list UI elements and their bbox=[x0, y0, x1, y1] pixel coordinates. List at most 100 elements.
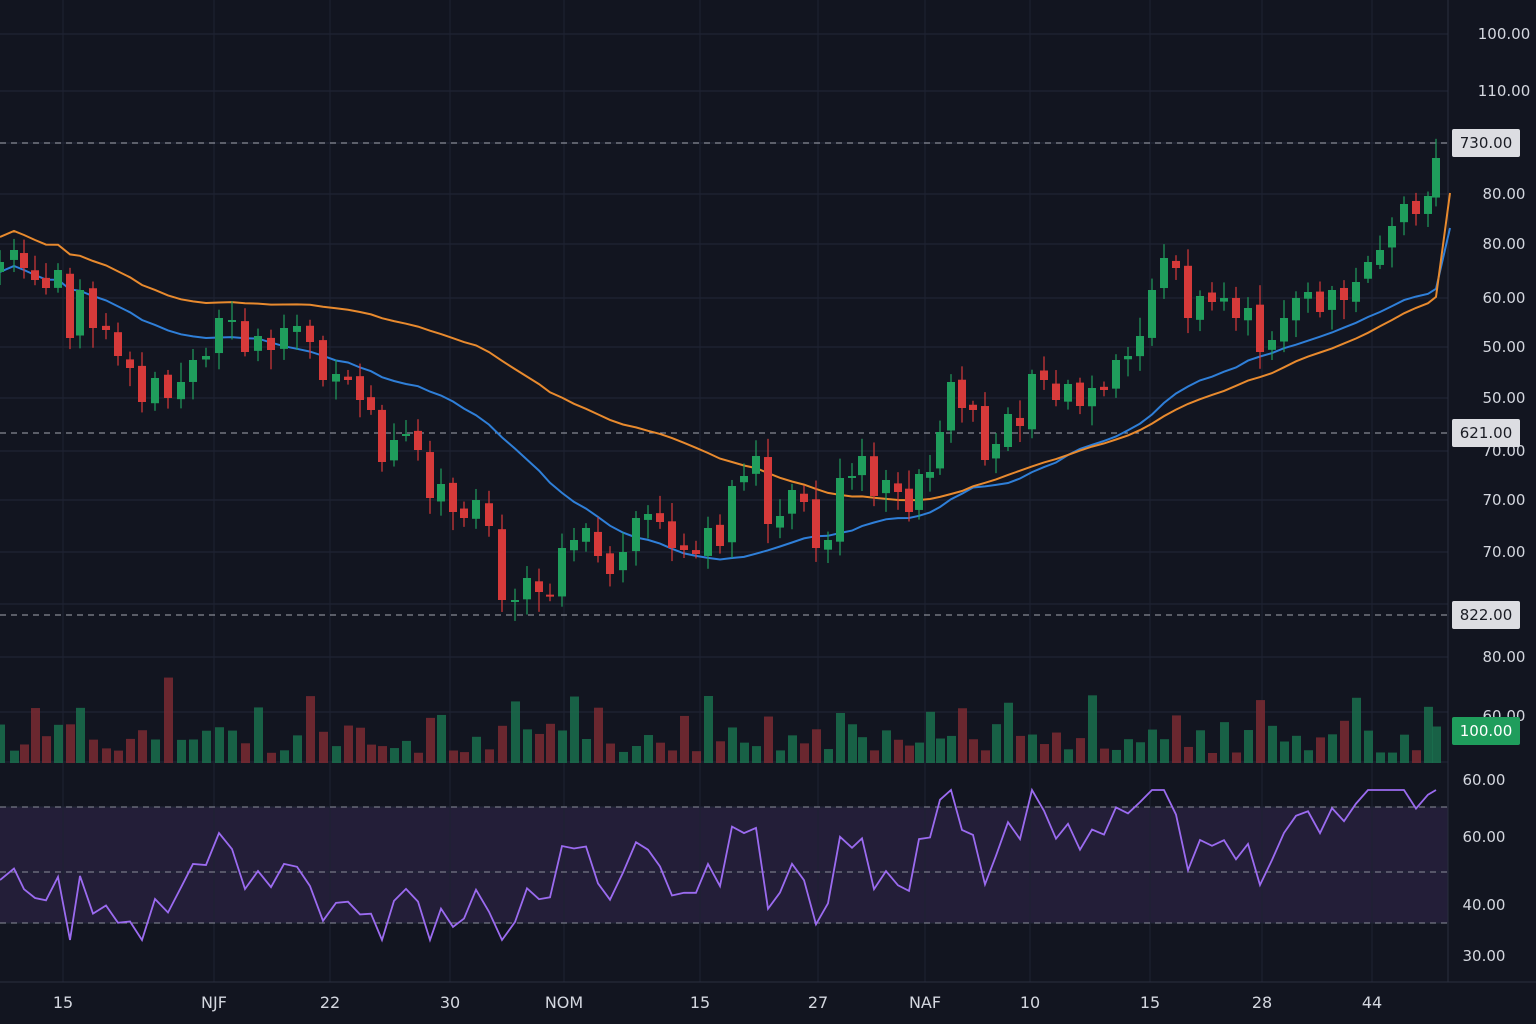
volume-bar-57 bbox=[692, 751, 701, 763]
candle-body-32 bbox=[390, 440, 398, 461]
volume-bar-91 bbox=[1088, 695, 1097, 763]
volume-bar-63 bbox=[764, 716, 773, 763]
candle-body-77 bbox=[926, 472, 934, 478]
candle-body-16 bbox=[189, 360, 197, 382]
volume-bar-49 bbox=[594, 707, 603, 763]
candle-body-47 bbox=[570, 540, 578, 551]
time-label-0: 15 bbox=[53, 993, 73, 1012]
volume-bar-28 bbox=[344, 725, 353, 763]
volume-bar-40 bbox=[485, 749, 494, 763]
candle-body-14 bbox=[164, 374, 172, 398]
volume-bar-8 bbox=[89, 739, 98, 763]
volume-bar-66 bbox=[800, 743, 809, 763]
candle-body-84 bbox=[1004, 414, 1012, 447]
candle-body-92 bbox=[1100, 386, 1108, 390]
time-axis: 15 NJF 22 30 NOM 15 27 NAF 10 15 28 44 bbox=[53, 993, 1382, 1012]
candle-body-48 bbox=[582, 528, 590, 542]
candle-body-37 bbox=[449, 482, 457, 512]
volume-bar-46 bbox=[558, 730, 567, 763]
candle-body-57 bbox=[692, 550, 700, 554]
volume-bar-86 bbox=[1028, 734, 1037, 763]
candle-body-11 bbox=[126, 359, 134, 368]
volume-bar-51 bbox=[619, 751, 628, 763]
candle-body-106 bbox=[1268, 340, 1276, 350]
candle-body-75 bbox=[905, 488, 913, 512]
candle-body-10 bbox=[114, 332, 122, 356]
candle-body-42 bbox=[511, 600, 519, 602]
volume-bar-68 bbox=[824, 749, 833, 763]
volume-bar-98 bbox=[1172, 715, 1181, 763]
time-label-2: 22 bbox=[320, 993, 340, 1012]
candle-body-72 bbox=[870, 456, 878, 496]
volume-bar-19 bbox=[228, 730, 237, 763]
volume-bar-71 bbox=[858, 737, 867, 763]
candle-body-28 bbox=[344, 376, 352, 380]
candle-body-112 bbox=[1340, 287, 1348, 300]
candle-body-26 bbox=[319, 340, 327, 380]
volume-bar-23 bbox=[280, 750, 289, 763]
volume-bar-31 bbox=[378, 746, 387, 763]
volume-bar-36 bbox=[437, 714, 446, 763]
volume-bar-18 bbox=[215, 727, 224, 763]
candle-body-30 bbox=[367, 397, 375, 410]
rsi-axis-label-3: 30.00 bbox=[1463, 947, 1506, 965]
candle-body-81 bbox=[969, 404, 977, 410]
volume-bar-65 bbox=[788, 735, 797, 763]
candle-body-25 bbox=[306, 325, 314, 342]
volume-bar-90 bbox=[1076, 738, 1085, 763]
volume-bar-81 bbox=[969, 739, 978, 763]
volume-bar-116 bbox=[1388, 752, 1397, 763]
volume-bar-69 bbox=[836, 712, 845, 763]
candle-body-113 bbox=[1352, 282, 1360, 302]
price-axis-label-1: 110.00 bbox=[1478, 82, 1531, 100]
volume-bar-33 bbox=[402, 740, 411, 763]
candle-body-102 bbox=[1220, 298, 1228, 302]
volume-bar-97 bbox=[1160, 739, 1169, 763]
price-axis-label-3: 80.00 bbox=[1483, 235, 1526, 253]
volume-bar-48 bbox=[582, 738, 591, 763]
candle-body-76 bbox=[915, 474, 923, 510]
time-label-11: 44 bbox=[1362, 993, 1382, 1012]
rsi-line bbox=[0, 787, 1437, 943]
candle-body-54 bbox=[656, 513, 664, 522]
candle-body-52 bbox=[632, 518, 640, 552]
volume-bar-20 bbox=[241, 743, 250, 763]
volume-bar-76 bbox=[915, 742, 924, 763]
candle-body-71 bbox=[858, 456, 866, 476]
candle-body-85 bbox=[1016, 417, 1024, 426]
volume-bar-44 bbox=[535, 733, 544, 763]
volume-bar-37 bbox=[449, 750, 458, 763]
volume-bar-54 bbox=[656, 742, 665, 763]
candle-body-50 bbox=[606, 553, 614, 574]
time-label-4: NOM bbox=[545, 993, 583, 1012]
candle-body-116 bbox=[1388, 226, 1396, 248]
volume-bar-112 bbox=[1340, 720, 1349, 763]
candle-body-34 bbox=[414, 430, 422, 450]
volume-bar-77 bbox=[926, 711, 935, 763]
candle-body-115 bbox=[1376, 250, 1384, 265]
candle-body-95 bbox=[1136, 336, 1144, 357]
candle-body-19 bbox=[228, 320, 236, 322]
volume-bar-17 bbox=[202, 730, 211, 763]
candle-body-41 bbox=[498, 529, 506, 600]
volume-bar-42 bbox=[511, 701, 520, 763]
candle-body-104 bbox=[1244, 308, 1252, 321]
candle-body-83 bbox=[992, 444, 1000, 459]
candle-body-59 bbox=[716, 524, 724, 546]
volume-bar-39 bbox=[472, 736, 481, 763]
candle-body-62 bbox=[752, 456, 760, 474]
volume-bar-11 bbox=[126, 738, 135, 763]
volume-bar-80 bbox=[958, 708, 967, 763]
volume-bar-0 bbox=[0, 724, 5, 763]
volume-bar-10 bbox=[114, 750, 123, 763]
price-axis-label-5: 50.00 bbox=[1483, 338, 1526, 356]
volume-bar-103 bbox=[1232, 752, 1241, 763]
volume-bar-93 bbox=[1112, 749, 1121, 763]
volume-bar-52 bbox=[632, 746, 641, 763]
candle-body-90 bbox=[1076, 382, 1084, 406]
candles[interactable] bbox=[0, 138, 1440, 621]
volume-bar-113 bbox=[1352, 697, 1361, 763]
candle-body-39 bbox=[472, 500, 480, 519]
volume-bar-108 bbox=[1292, 735, 1301, 763]
